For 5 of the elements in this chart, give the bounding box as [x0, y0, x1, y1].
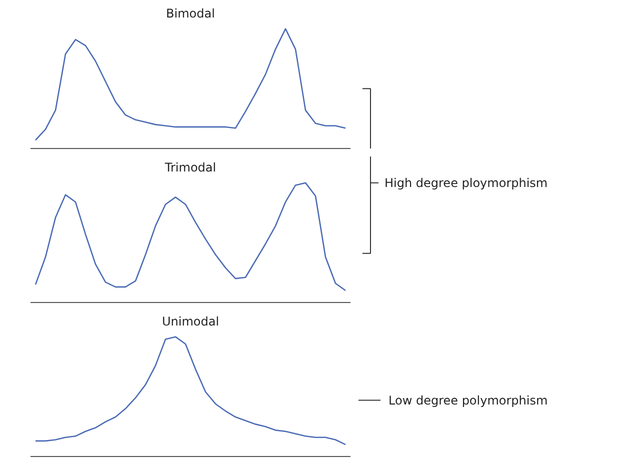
text: High degree ploymorphism: [384, 176, 548, 190]
text: Low degree polymorphism: [388, 393, 548, 408]
chart-title: Unimodal: [162, 314, 220, 328]
chart-title: Trimodal: [164, 160, 216, 174]
chart-title: Bimodal: [166, 6, 215, 20]
